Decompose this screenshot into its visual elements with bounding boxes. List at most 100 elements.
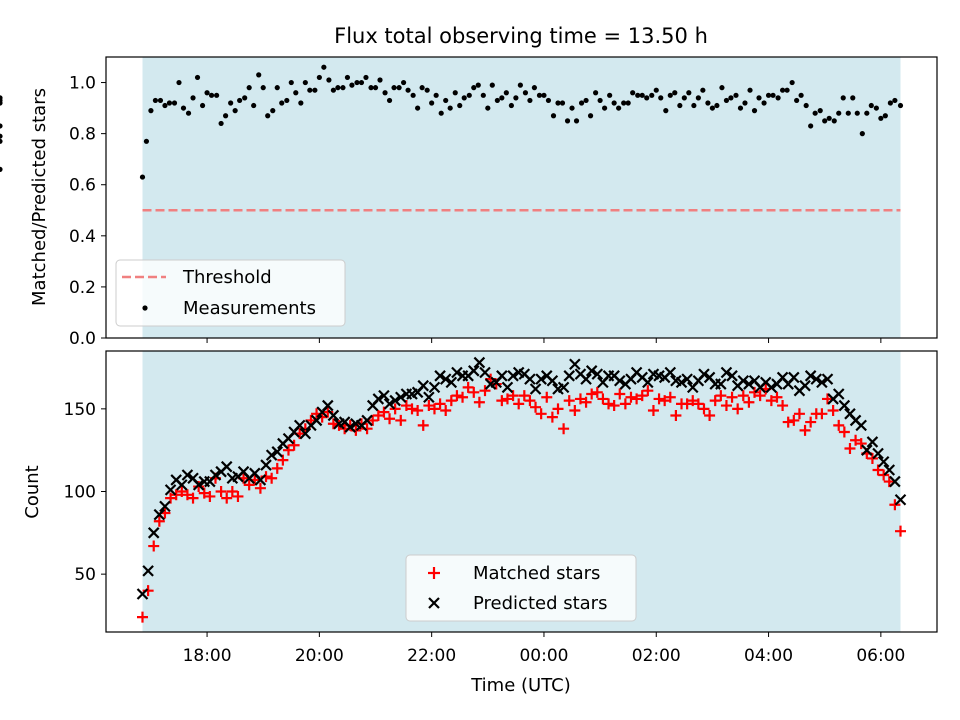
measurement-point (372, 85, 379, 91)
predicted-star-marker (378, 389, 390, 402)
matched-star-marker (715, 390, 727, 402)
predicted-legend-swatch (428, 597, 440, 609)
matched-star-marker (844, 443, 856, 455)
matched-star-marker (490, 378, 502, 390)
matched-star-marker (653, 393, 665, 405)
predicted-star-marker (866, 436, 879, 448)
predicted-star-marker (164, 484, 177, 496)
measurement-points (0, 64, 904, 180)
matched-star-marker (440, 405, 452, 417)
measurement-point (298, 100, 304, 106)
count-y-ticks: 50 100 150 (64, 400, 106, 585)
measurement-point (616, 105, 622, 111)
matched-star-marker (586, 388, 598, 400)
measurement-point (751, 108, 758, 114)
measurement-point (705, 100, 711, 106)
predicted-star-marker (585, 365, 598, 377)
measurement-point (882, 113, 888, 119)
predicted-star-marker (569, 358, 581, 371)
measurement-point (770, 92, 776, 98)
measurement-point (672, 90, 678, 96)
matched-star-marker (659, 395, 671, 407)
predicted-star-marker (372, 393, 385, 405)
predicted-star-marker (591, 368, 604, 380)
matched-star-marker (501, 393, 513, 405)
measurement-point (536, 92, 543, 98)
predicted-star-marker (535, 373, 547, 385)
measurement-point (438, 110, 444, 116)
predicted-star-marker (838, 399, 851, 412)
measurement-point (368, 85, 374, 91)
measurement-point (840, 95, 846, 101)
matched-star-marker (468, 386, 480, 398)
measurement-point (747, 87, 753, 93)
matched-star-marker (625, 391, 637, 403)
measurement-point (527, 97, 533, 104)
measurement-point (391, 85, 397, 91)
measurement-point (658, 95, 664, 101)
matched-star-marker (788, 414, 800, 426)
x-tick-label: 18:00 (183, 646, 232, 666)
measurement-point (354, 79, 360, 86)
x-tick-label: 22:00 (407, 646, 456, 666)
matched-star-marker (709, 395, 721, 407)
matched-star-marker (457, 391, 469, 403)
measurement-point (878, 115, 884, 121)
x-tick-label: 02:00 (632, 646, 681, 666)
matched-star-marker (181, 489, 193, 501)
measurement-point (681, 95, 687, 101)
measurement-point (808, 123, 814, 129)
predicted-star-marker (445, 376, 458, 389)
measurement-point (653, 87, 659, 93)
predicted-star-marker (142, 565, 154, 577)
measurement-point (489, 82, 495, 88)
measurement-point (326, 77, 332, 83)
measurement-point (573, 118, 580, 124)
matched-star-marker (288, 439, 300, 451)
measurement-point (335, 85, 341, 91)
matched-star-marker (895, 525, 907, 537)
predicted-star-marker (664, 366, 677, 379)
matched-star-marker (732, 403, 744, 415)
measurement-point (382, 90, 388, 96)
measurement-point (176, 79, 182, 86)
predicted-star-marker (322, 399, 334, 412)
matched-star-marker (743, 396, 755, 408)
predicted-star-marker (894, 493, 907, 506)
predicted-star-marker (417, 379, 430, 392)
matched-star-marker (827, 405, 839, 417)
measurement-point (274, 85, 280, 91)
matched-star-marker (822, 393, 834, 405)
measurement-point (667, 92, 673, 98)
measurement-point (569, 105, 575, 111)
chart-title: Flux total observing time = 13.50 h (334, 24, 708, 48)
matched-star-marker (777, 400, 789, 412)
measurement-point (822, 118, 828, 124)
matched-star-marker (406, 403, 418, 415)
predicted-star-marker (220, 460, 233, 473)
measurement-point (152, 97, 159, 104)
measurement-point (330, 87, 337, 93)
matched-star-marker (176, 486, 188, 497)
matched-star-marker (782, 416, 794, 428)
measurement-point (396, 85, 402, 91)
predicted-star-marker (310, 414, 323, 427)
matched-star-marker (479, 385, 491, 397)
matched-star-marker (866, 452, 878, 464)
matched-star-marker (226, 486, 238, 497)
measurement-point (639, 92, 645, 98)
measurement-point (461, 95, 467, 101)
y-tick-label: 100 (64, 483, 96, 503)
predicted-star-marker (743, 378, 755, 390)
measurement-point (522, 90, 529, 96)
measurement-point (887, 100, 893, 106)
matched-star-marker (883, 476, 895, 488)
matched-star-marker (546, 411, 558, 423)
measurement-point (293, 90, 299, 96)
matched-star-marker (378, 406, 390, 418)
measurement-point (503, 90, 509, 96)
measurement-point (429, 100, 435, 106)
predicted-star-marker (434, 370, 446, 382)
matched-star-marker (591, 386, 603, 398)
measurement-point (625, 100, 631, 106)
